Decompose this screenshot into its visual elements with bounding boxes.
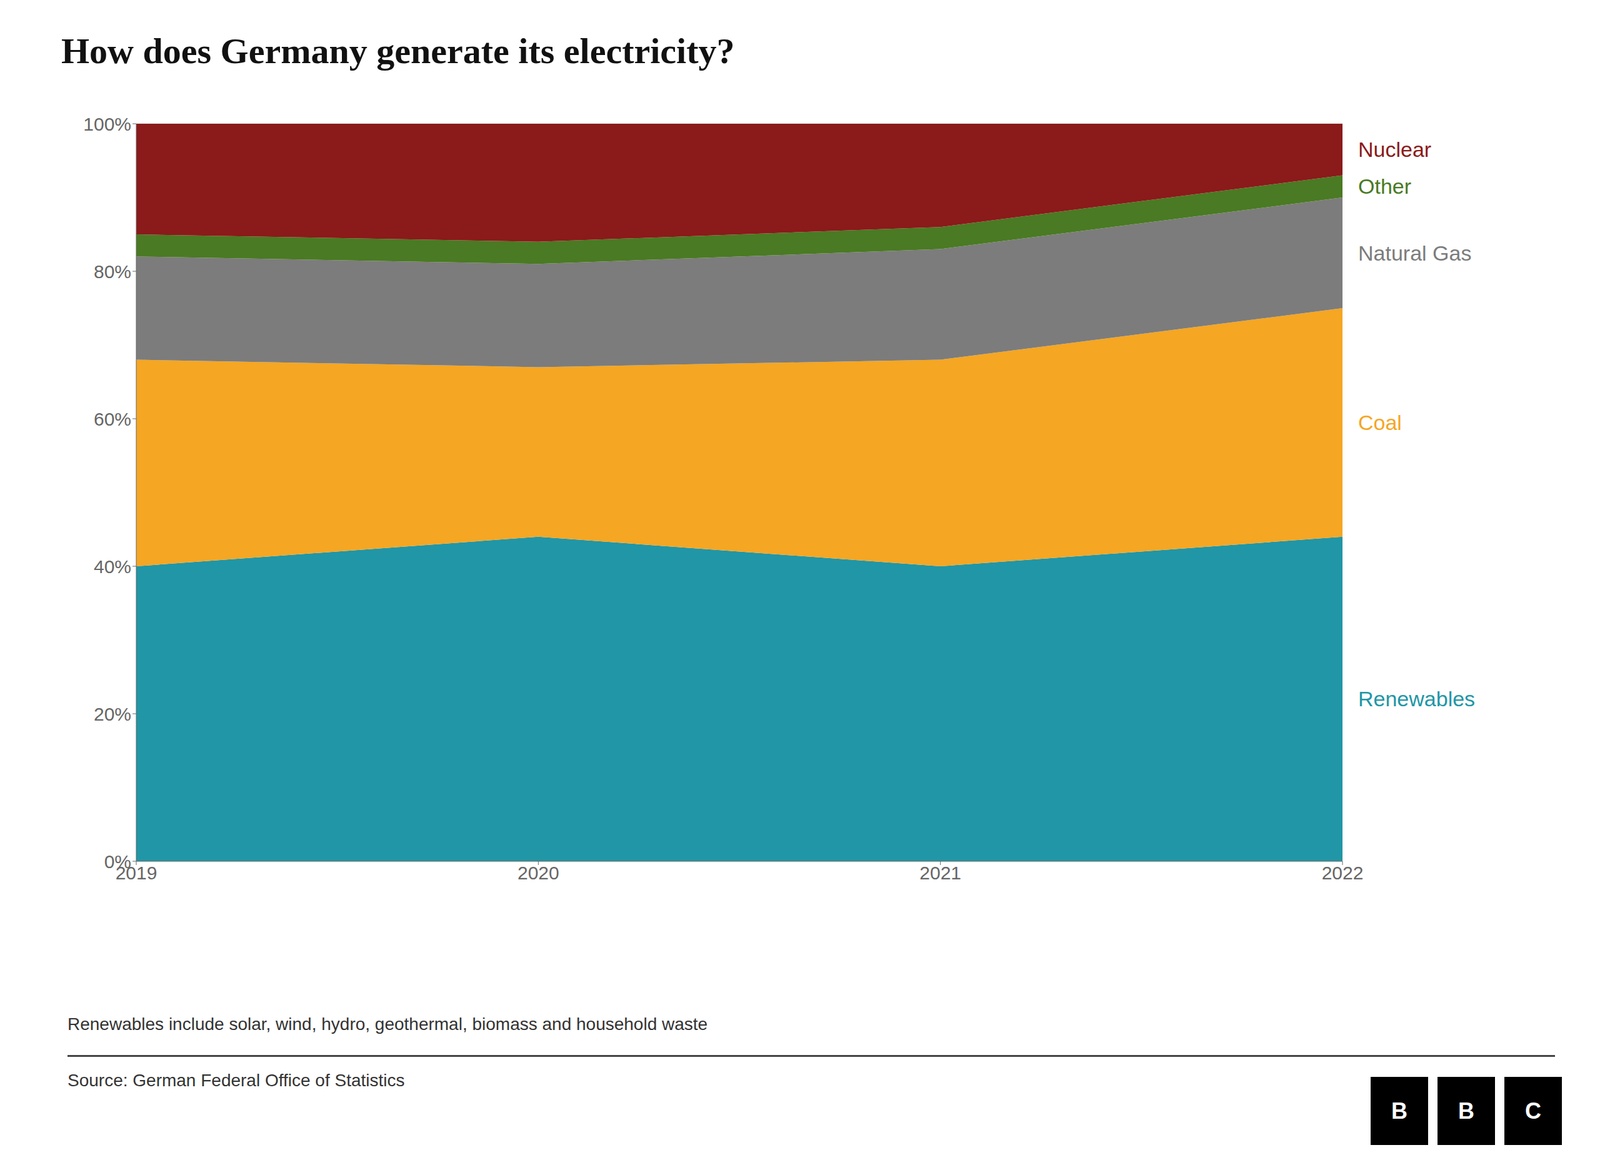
svg-text:Renewables: Renewables: [1358, 686, 1475, 711]
svg-text:60%: 60%: [93, 408, 132, 430]
svg-text:20%: 20%: [93, 703, 132, 725]
svg-text:2019: 2019: [115, 862, 158, 884]
html-text:Renewables include solar, wind: Renewables include solar, wind, hydro, g…: [67, 1014, 708, 1034]
svg-text:80%: 80%: [93, 261, 132, 282]
svg-text:40%: 40%: [93, 556, 132, 577]
svg-text:Natural Gas: Natural Gas: [1358, 241, 1472, 265]
svg-text:100%: 100%: [83, 113, 132, 135]
html-text:C: C: [1525, 1097, 1542, 1124]
html-text:Source: German Federal Office: Source: German Federal Office of Statist…: [67, 1070, 405, 1090]
svg-text:2020: 2020: [517, 862, 560, 884]
svg-text:0%: 0%: [104, 851, 132, 872]
html-text:B: B: [1391, 1097, 1408, 1124]
html-text:B: B: [1458, 1097, 1475, 1124]
svg-text:Nuclear: Nuclear: [1358, 137, 1432, 162]
svg-text:2021: 2021: [919, 862, 962, 884]
html-text:How does Germany generate its: How does Germany generate its electricit…: [61, 30, 735, 72]
svg-text:Coal: Coal: [1358, 410, 1402, 435]
svg-text:Other: Other: [1358, 174, 1412, 199]
svg-text:2022: 2022: [1321, 862, 1364, 884]
